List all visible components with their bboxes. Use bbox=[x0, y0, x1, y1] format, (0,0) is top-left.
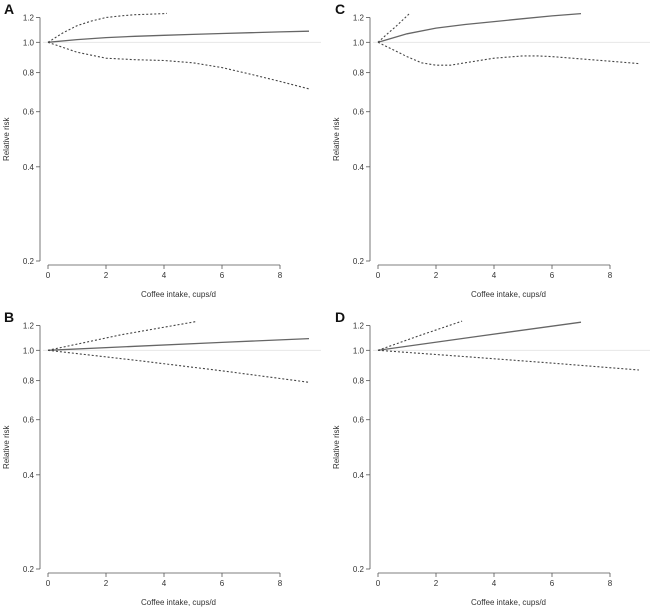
panel-letter-d: D bbox=[335, 309, 345, 325]
y-tick-label: 0.4 bbox=[23, 471, 35, 480]
x-axis-title: Coffee intake, cups/d bbox=[141, 290, 216, 299]
lower-ci-line bbox=[377, 41, 640, 66]
y-tick-label: 1.0 bbox=[353, 346, 365, 355]
x-tick-label: 4 bbox=[162, 271, 167, 280]
y-tick-label: 1.2 bbox=[353, 322, 365, 331]
y-tick-label: 1.2 bbox=[23, 322, 35, 331]
y-tick-label: 1.2 bbox=[23, 14, 35, 23]
y-tick-label: 0.2 bbox=[23, 257, 35, 266]
x-tick-label: 8 bbox=[278, 271, 283, 280]
x-tick-label: 2 bbox=[104, 271, 109, 280]
lower-ci-line bbox=[47, 41, 310, 90]
y-tick-label: 0.6 bbox=[23, 416, 35, 425]
y-tick-label: 0.4 bbox=[23, 163, 35, 172]
x-axis-title: Coffee intake, cups/d bbox=[471, 290, 546, 299]
estimate-line bbox=[377, 12, 582, 43]
y-tick-label: 0.6 bbox=[353, 108, 365, 117]
y-tick-label: 0.2 bbox=[23, 565, 35, 574]
upper-ci-line bbox=[47, 321, 196, 351]
y-tick-label: 0.8 bbox=[353, 377, 365, 386]
y-tick-label: 0.6 bbox=[23, 108, 35, 117]
lower-ci-line bbox=[47, 349, 310, 383]
estimate-line bbox=[47, 337, 310, 351]
panel-letter-a: A bbox=[4, 1, 14, 17]
x-tick-label: 2 bbox=[104, 579, 109, 588]
y-axis-title: Relative risk bbox=[2, 424, 11, 469]
panel-b: B 0.2 0.4 0.6 0.8 1.0 1.2 Relative risk 0 2 4 6 8 Cof… bbox=[2, 309, 321, 607]
upper-ci-line bbox=[47, 12, 167, 43]
y-tick-label: 0.4 bbox=[353, 163, 365, 172]
x-tick-label: 8 bbox=[608, 271, 613, 280]
y-tick-label: 0.2 bbox=[353, 565, 365, 574]
y-tick-label: 1.2 bbox=[353, 14, 365, 23]
y-tick-label: 1.0 bbox=[23, 346, 35, 355]
y-tick-label: 0.8 bbox=[353, 69, 365, 78]
estimate-line bbox=[377, 321, 582, 351]
x-tick-label: 8 bbox=[278, 579, 283, 588]
x-tick-label: 2 bbox=[434, 271, 439, 280]
y-tick-label: 0.6 bbox=[353, 416, 365, 425]
panel-d: D 0.2 0.4 0.6 0.8 1.0 1.2 Relative risk 0 2 4 6 8 Cof… bbox=[332, 309, 650, 607]
x-tick-label: 0 bbox=[376, 271, 381, 280]
y-axis-title: Relative risk bbox=[332, 116, 341, 161]
x-tick-label: 6 bbox=[220, 271, 225, 280]
y-tick-label: 0.8 bbox=[23, 377, 35, 386]
x-tick-label: 4 bbox=[492, 579, 497, 588]
x-axis-title: Coffee intake, cups/d bbox=[141, 598, 216, 607]
x-tick-label: 2 bbox=[434, 579, 439, 588]
y-axis-title: Relative risk bbox=[2, 116, 11, 161]
x-tick-label: 0 bbox=[46, 271, 51, 280]
x-tick-label: 6 bbox=[220, 579, 225, 588]
y-tick-label: 0.2 bbox=[353, 257, 365, 266]
x-tick-label: 6 bbox=[550, 579, 555, 588]
upper-ci-line bbox=[377, 12, 411, 43]
y-axis-title: Relative risk bbox=[332, 424, 341, 469]
estimate-line bbox=[47, 30, 310, 43]
x-tick-label: 4 bbox=[492, 271, 497, 280]
panel-a: A 0.2 0.4 0.6 0.8 1.0 1.2 Relative risk 0 2 4 6 8 Cof… bbox=[2, 1, 321, 299]
x-axis-title: Coffee intake, cups/d bbox=[471, 598, 546, 607]
x-tick-label: 0 bbox=[376, 579, 381, 588]
upper-ci-line bbox=[377, 320, 463, 351]
panel-c: C 0.2 0.4 0.6 0.8 1.0 1.2 Relative risk 0 2 4 6 8 Cof… bbox=[332, 1, 650, 299]
y-tick-label: 1.0 bbox=[23, 38, 35, 47]
y-tick-label: 0.4 bbox=[353, 471, 365, 480]
x-tick-label: 6 bbox=[550, 271, 555, 280]
panel-letter-b: B bbox=[4, 309, 14, 325]
lower-ci-line bbox=[377, 349, 640, 371]
x-tick-label: 4 bbox=[162, 579, 167, 588]
x-tick-label: 8 bbox=[608, 579, 613, 588]
y-tick-label: 0.8 bbox=[23, 69, 35, 78]
y-tick-label: 1.0 bbox=[353, 38, 365, 47]
panel-letter-c: C bbox=[335, 1, 345, 17]
x-tick-label: 0 bbox=[46, 579, 51, 588]
